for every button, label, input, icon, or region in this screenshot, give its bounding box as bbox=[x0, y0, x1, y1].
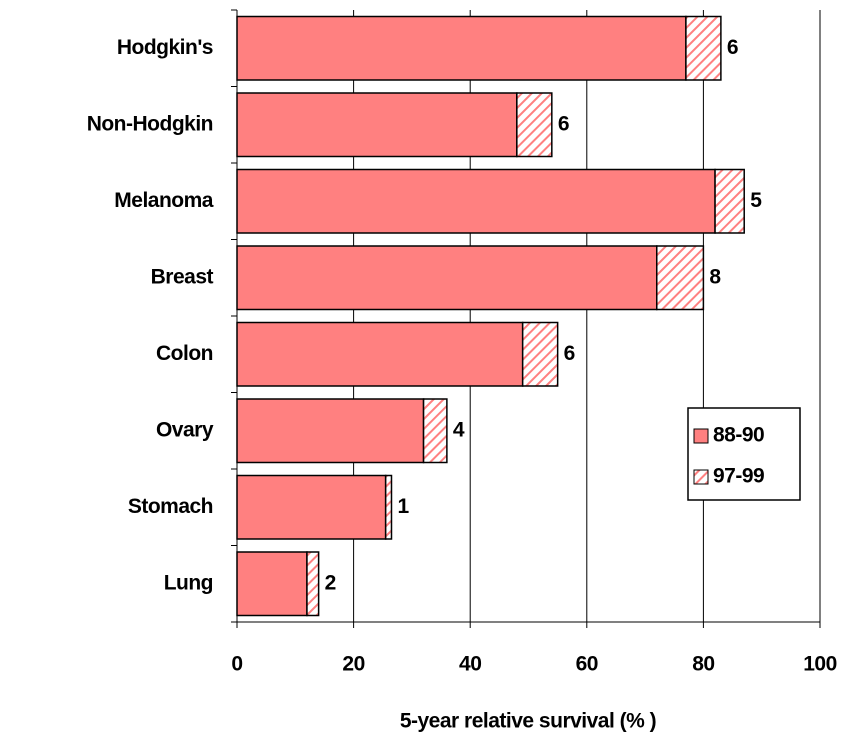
y-tick-label: Colon bbox=[156, 342, 213, 365]
y-tick-label: Hodgkin's bbox=[117, 36, 213, 59]
y-tick-label: Stomach bbox=[128, 495, 213, 518]
data-label: 6 bbox=[558, 112, 569, 135]
bar-segment bbox=[236, 551, 308, 617]
bar-segment bbox=[714, 168, 745, 234]
data-label: 2 bbox=[325, 571, 336, 594]
bar-segment bbox=[521, 321, 559, 387]
bar-segment bbox=[236, 321, 524, 387]
legend-label: 97-99 bbox=[713, 465, 764, 488]
data-label: 1 bbox=[397, 495, 409, 518]
x-tick-label: 20 bbox=[342, 653, 364, 676]
y-tick-label: Non-Hodgkin bbox=[87, 112, 213, 135]
bar-segment bbox=[384, 474, 393, 540]
legend-box bbox=[687, 407, 801, 501]
legend-swatch bbox=[693, 469, 709, 485]
data-label: 4 bbox=[453, 418, 465, 441]
y-tick-label: Breast bbox=[151, 265, 214, 288]
bar-segment bbox=[236, 15, 687, 81]
y-tick-label: Lung bbox=[164, 571, 213, 594]
x-tick-label: 100 bbox=[803, 653, 837, 676]
bar-segment bbox=[422, 398, 448, 464]
y-tick-label: Ovary bbox=[156, 418, 214, 441]
x-tick-label: 60 bbox=[576, 653, 598, 676]
bar-segment bbox=[516, 92, 553, 158]
x-tick-label: 80 bbox=[692, 653, 714, 676]
legend-label: 88-90 bbox=[713, 424, 764, 447]
bar-segment bbox=[236, 92, 518, 158]
legend-swatch bbox=[693, 428, 709, 444]
bar-segment bbox=[236, 245, 658, 311]
bar-segment bbox=[236, 168, 716, 234]
data-label: 5 bbox=[750, 189, 762, 212]
y-tick-label: Melanoma bbox=[114, 189, 214, 212]
data-label: 6 bbox=[727, 36, 738, 59]
data-label: 8 bbox=[709, 265, 721, 288]
x-tick-label: 0 bbox=[231, 653, 242, 676]
bar-segment bbox=[685, 15, 722, 81]
data-label: 6 bbox=[564, 342, 575, 365]
bar-segment bbox=[236, 474, 387, 540]
x-tick-label: 40 bbox=[459, 653, 481, 676]
bar-segment bbox=[656, 245, 705, 311]
bar-segment bbox=[236, 398, 425, 464]
bar-segment bbox=[306, 551, 320, 617]
x-axis-label: 5-year relative survival (% ) bbox=[400, 710, 656, 733]
